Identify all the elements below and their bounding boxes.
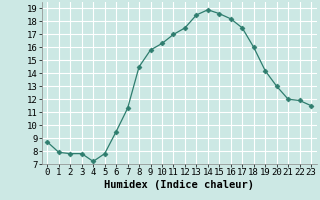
X-axis label: Humidex (Indice chaleur): Humidex (Indice chaleur) (104, 180, 254, 190)
